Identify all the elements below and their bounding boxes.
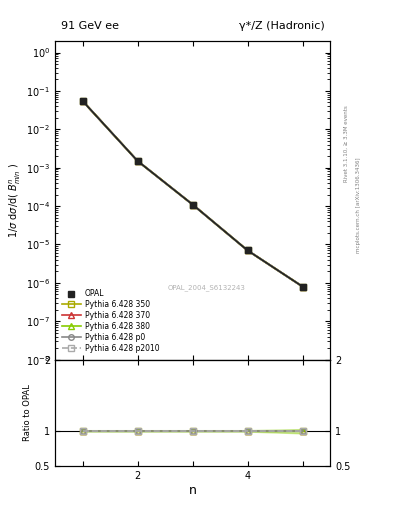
Legend: OPAL, Pythia 6.428 350, Pythia 6.428 370, Pythia 6.428 380, Pythia 6.428 p0, Pyt: OPAL, Pythia 6.428 350, Pythia 6.428 370… [59,286,162,356]
Text: Rivet 3.1.10, ≥ 3.3M events: Rivet 3.1.10, ≥ 3.3M events [344,105,349,182]
Y-axis label: 1/$\sigma$ d$\sigma$/d( $B^n_{min}$ ): 1/$\sigma$ d$\sigma$/d( $B^n_{min}$ ) [8,163,23,238]
Text: γ*/Z (Hadronic): γ*/Z (Hadronic) [239,22,325,31]
Text: 91 GeV ee: 91 GeV ee [61,22,119,31]
Y-axis label: Ratio to OPAL: Ratio to OPAL [23,385,32,441]
X-axis label: n: n [189,483,196,497]
Text: OPAL_2004_S6132243: OPAL_2004_S6132243 [167,285,245,291]
Text: mcplots.cern.ch [arXiv:1306.3436]: mcplots.cern.ch [arXiv:1306.3436] [356,157,361,252]
